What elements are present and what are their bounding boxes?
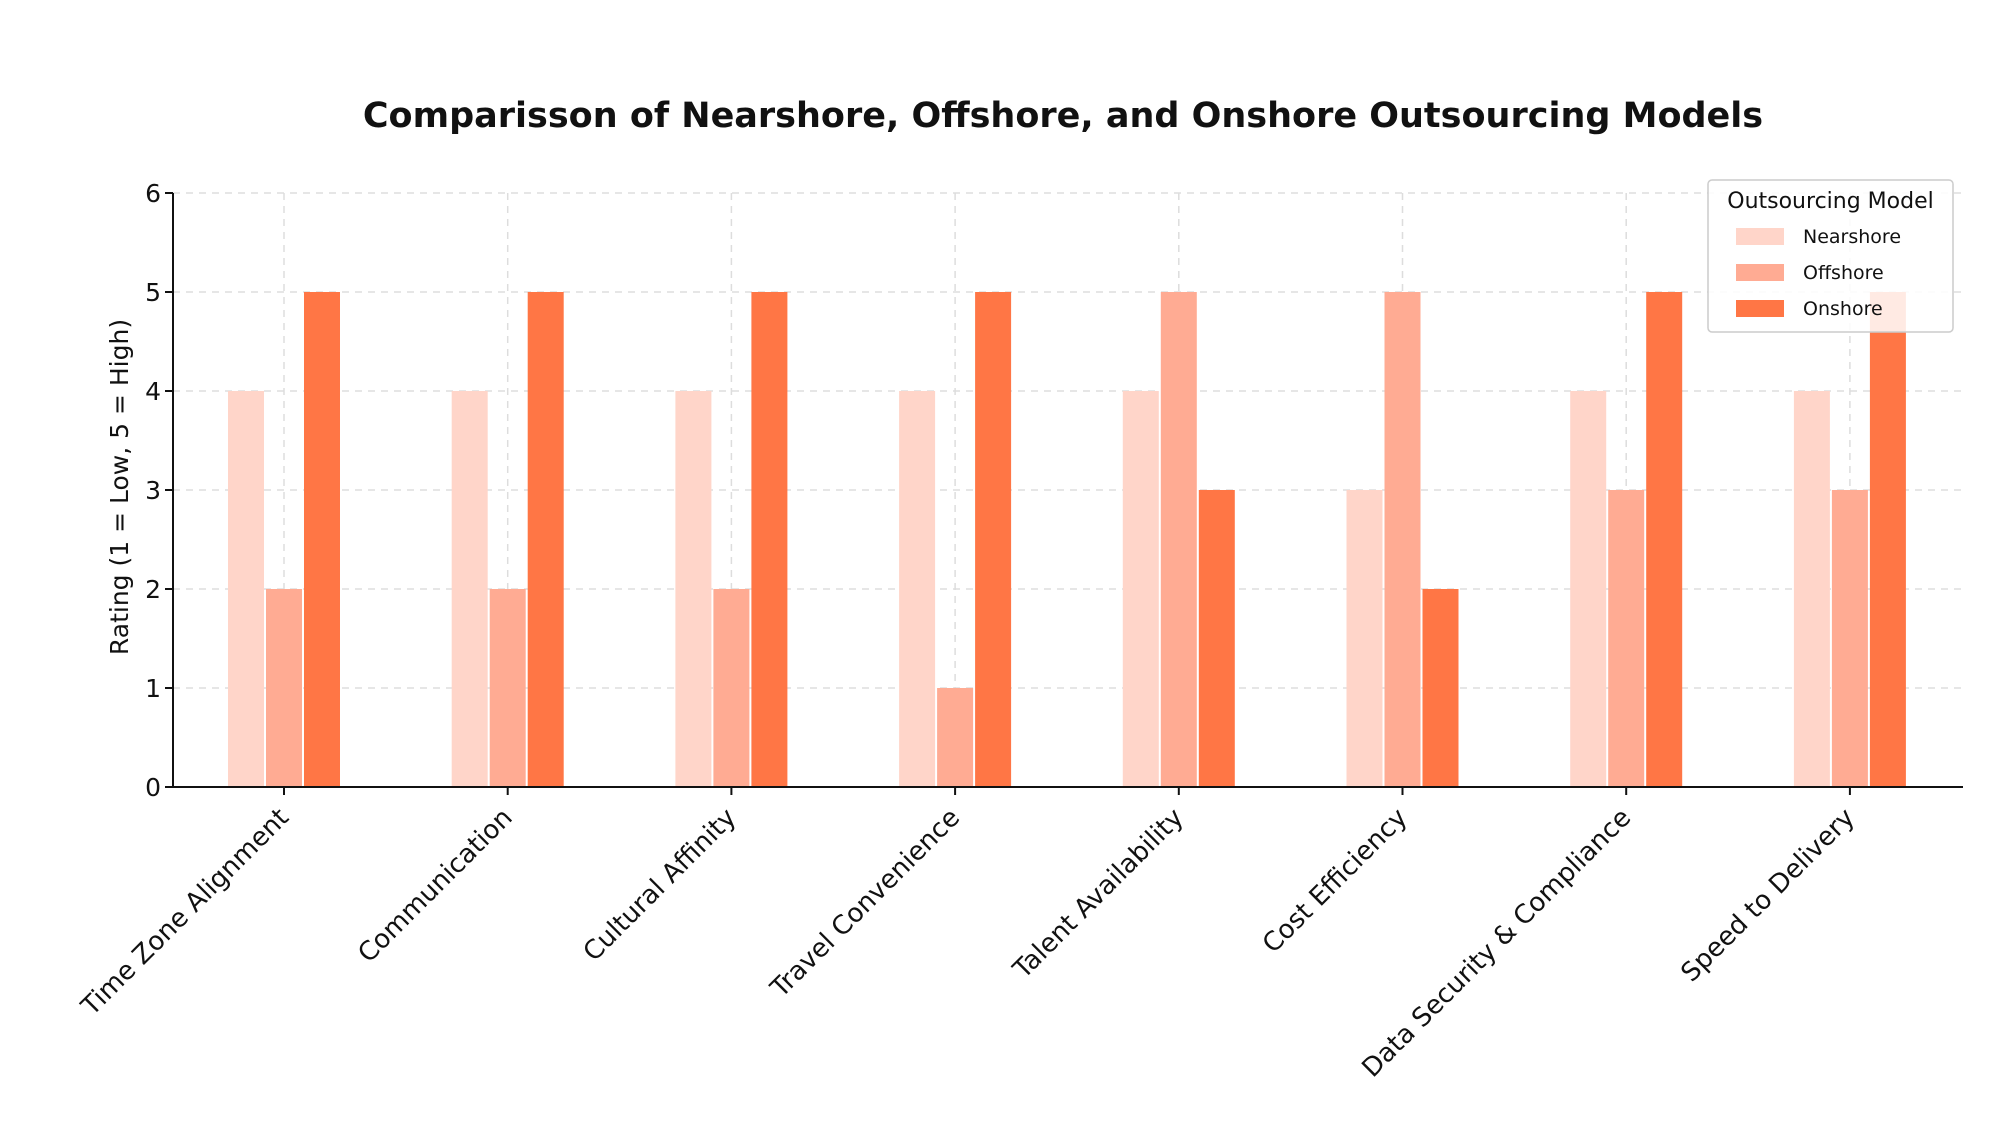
x-tick-labels: Time Zone Alignment Communication Cultural… xyxy=(75,787,1861,1083)
y-tick-label: 5 xyxy=(145,278,161,307)
bar-offshore-data-security-and-compliance[interactable] xyxy=(1608,490,1645,787)
bar-offshore-time-zone-alignment[interactable] xyxy=(266,589,302,787)
x-tick-label-cultural-affinity: Cultural Affinity xyxy=(578,803,743,968)
bar-onshore-speed-to-delivery[interactable] xyxy=(1869,292,1906,787)
y-tick-label: 4 xyxy=(145,377,161,406)
bar-onshore-cultural-affinity[interactable] xyxy=(751,292,788,787)
x-tick-label-time-zone-alignment: Time Zone Alignment xyxy=(75,803,295,1023)
bar-offshore-communication[interactable] xyxy=(489,589,526,787)
x-tick-label-talent-availability: Talent Availability xyxy=(1007,803,1190,986)
bar-onshore-cost-efficiency[interactable] xyxy=(1422,589,1459,787)
legend-label-nearshore[interactable]: Nearshore xyxy=(1803,226,1901,248)
chart-title: Comparisson of Nearshore, Offshore, and … xyxy=(363,96,1763,136)
y-tick-label: 1 xyxy=(145,674,161,703)
bar-offshore-cost-efficiency[interactable] xyxy=(1384,292,1421,787)
legend-title: Outsourcing Model xyxy=(1727,189,1933,214)
bar-onshore-talent-availability[interactable] xyxy=(1198,490,1235,787)
y-tick-label: 6 xyxy=(145,179,161,208)
bar-onshore-travel-convenience[interactable] xyxy=(975,292,1012,787)
bar-offshore-speed-to-delivery[interactable] xyxy=(1831,490,1868,787)
bar-nearshore-cost-efficiency[interactable] xyxy=(1346,490,1383,787)
bar-nearshore-communication[interactable] xyxy=(451,391,488,787)
bar-offshore-travel-convenience[interactable] xyxy=(937,688,974,787)
bar-nearshore-talent-availability[interactable] xyxy=(1122,391,1159,787)
y-axis-label: Rating (1 = Low, 5 = High) xyxy=(105,319,134,655)
legend-swatch-offshore[interactable] xyxy=(1736,264,1784,281)
x-tick-label-speed-to-delivery: Speed to Delivery xyxy=(1676,803,1861,988)
legend-box xyxy=(1707,179,1954,333)
legend-label-onshore[interactable]: Onshore xyxy=(1803,298,1883,320)
y-ticks: 0 1 2 3 4 5 6 xyxy=(145,179,173,802)
bar-nearshore-time-zone-alignment[interactable] xyxy=(228,391,264,787)
x-tick-label-communication: Communication xyxy=(353,803,519,969)
y-tick-label: 0 xyxy=(145,773,161,802)
bar-nearshore-cultural-affinity[interactable] xyxy=(675,391,712,787)
bars xyxy=(228,292,1906,787)
bar-offshore-cultural-affinity[interactable] xyxy=(713,589,750,787)
legend[interactable]: Outsourcing Model Nearshore Offshore Onshor… xyxy=(1707,179,1954,333)
x-tick-label-data-security-and-compliance: Data Security & Compliance xyxy=(1356,803,1637,1084)
bar-nearshore-travel-convenience[interactable] xyxy=(899,391,936,787)
bar-onshore-communication[interactable] xyxy=(527,292,564,787)
grid xyxy=(173,192,1963,787)
bar-nearshore-speed-to-delivery[interactable] xyxy=(1793,391,1830,787)
legend-swatch-onshore[interactable] xyxy=(1736,300,1784,317)
y-tick-label: 2 xyxy=(145,575,161,604)
x-tick-label-travel-convenience: Travel Convenience xyxy=(765,803,966,1004)
bar-offshore-talent-availability[interactable] xyxy=(1160,292,1197,787)
y-tick-label: 3 xyxy=(145,476,161,505)
bar-onshore-data-security-and-compliance[interactable] xyxy=(1646,292,1683,787)
legend-swatch-nearshore[interactable] xyxy=(1736,228,1784,245)
bar-onshore-time-zone-alignment[interactable] xyxy=(304,292,340,787)
x-tick-label-cost-efficiency: Cost Efficiency xyxy=(1257,803,1413,959)
bar-nearshore-data-security-and-compliance[interactable] xyxy=(1570,391,1607,787)
legend-label-offshore[interactable]: Offshore xyxy=(1803,262,1884,284)
